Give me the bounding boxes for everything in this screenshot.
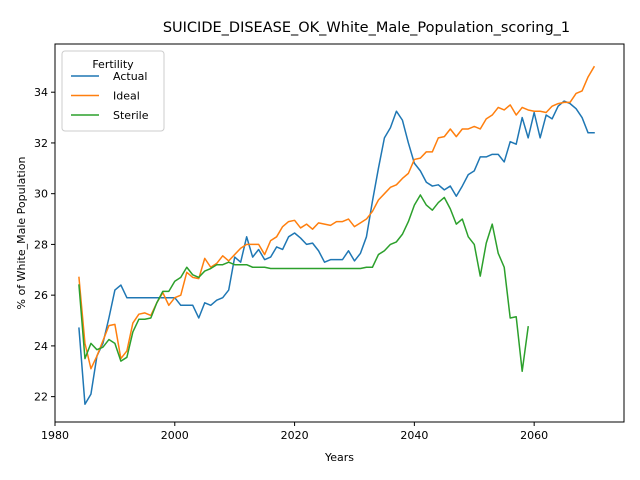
y-tick-label: 28 (34, 238, 48, 251)
y-tick-label: 34 (34, 86, 48, 99)
x-tick-label: 2000 (161, 429, 189, 442)
series-line-sterile (78, 194, 530, 373)
legend-frame (61, 50, 165, 132)
x-tick-label: 1980 (41, 429, 69, 442)
y-tick-label: 32 (34, 137, 48, 150)
legend: Fertility Actual Ideal Sterile (61, 50, 165, 132)
x-axis: 1980 2000 2020 2040 2060 (41, 422, 548, 442)
series-line-ideal (78, 65, 596, 370)
x-axis-label: Years (324, 451, 354, 464)
y-tick-label: 26 (34, 289, 48, 302)
plot-area (54, 43, 625, 423)
x-tick-label: 2040 (400, 429, 428, 442)
series-layer (78, 65, 596, 405)
plot-frame (54, 43, 625, 423)
y-axis: 22 24 26 28 30 32 34 (34, 86, 55, 404)
legend-title: Fertility (92, 58, 134, 71)
y-tick-label: 30 (34, 188, 48, 201)
legend-label-sterile: Sterile (113, 109, 149, 122)
y-tick-label: 24 (34, 340, 48, 353)
x-tick-label: 2060 (520, 429, 548, 442)
y-tick-label: 22 (34, 391, 48, 404)
legend-label-actual: Actual (113, 70, 147, 83)
legend-entries: Actual Ideal Sterile (71, 70, 149, 122)
chart-title: SUICIDE_DISEASE_OK_White_Male_Population… (163, 20, 570, 36)
x-tick-label: 2020 (281, 429, 309, 442)
y-axis-label: % of White_Male Population (15, 157, 28, 310)
legend-label-ideal: Ideal (113, 90, 140, 103)
